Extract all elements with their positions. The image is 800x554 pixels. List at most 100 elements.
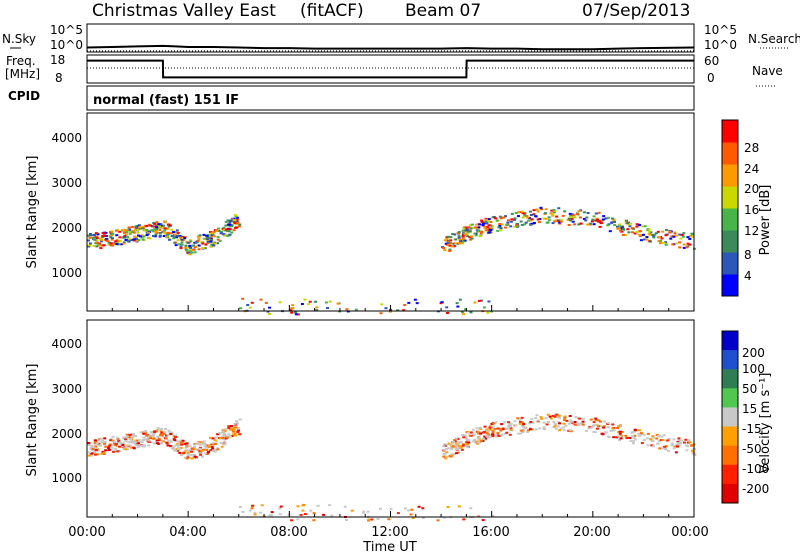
echo-mark [515,224,519,227]
echo-mark [178,235,182,238]
echo-mark [627,223,631,226]
echo-mark [207,444,211,447]
echo-mark [679,237,683,240]
echo-mark [177,443,181,446]
echo-mark [380,303,384,306]
echo-mark [488,426,492,429]
echo-mark [100,439,104,442]
echo-mark [476,230,480,233]
echo-mark [294,311,298,314]
echo-mark [635,225,639,228]
echo-mark [475,427,479,430]
echo-mark [118,240,122,243]
echo-mark [642,439,646,442]
echo-mark [209,245,213,248]
echo-mark [449,236,453,239]
echo-mark [508,423,512,426]
echo-mark [668,231,672,234]
echo-mark [456,305,460,308]
echo-mark [693,453,697,456]
echo-mark [225,435,229,438]
echo-mark [617,226,621,229]
echo-mark [133,235,137,238]
echo-mark [470,237,474,240]
echo-mark [111,244,115,247]
echo-mark [629,222,633,225]
echo-mark [660,237,664,240]
echo-mark [138,227,142,230]
echo-mark [677,437,681,440]
echo-mark [461,434,465,437]
echo-mark [142,436,146,439]
echo-mark [175,234,179,237]
echo-mark [294,313,298,316]
echo-mark [557,414,561,417]
echo-mark [110,446,114,449]
echo-mark [151,435,155,438]
echo-mark [592,424,596,427]
echo-mark [104,234,108,237]
echo-mark [497,226,501,229]
echo-mark [484,437,488,440]
echo-mark [221,430,225,433]
echo-mark [128,438,132,441]
echo-mark [528,422,532,425]
echo-mark [120,243,124,246]
echo-mark [290,519,294,522]
echo-mark [140,441,144,444]
echo-mark [387,518,391,521]
echo-mark [88,233,92,236]
echo-mark [516,215,520,218]
echo-mark [690,444,694,447]
echo-mark [296,518,300,521]
echo-mark [165,227,169,230]
cpid-label: CPID [8,89,40,103]
echo-mark [270,514,274,517]
echo-mark [103,437,107,440]
echo-mark [184,246,188,249]
echo-mark [575,213,579,216]
echo-mark [486,430,490,433]
echo-mark [241,510,245,513]
velocity-colorbar-swatch [722,483,738,504]
echo-mark [180,243,184,246]
echo-mark [674,451,678,454]
echo-mark [638,434,642,437]
echo-mark [415,302,419,305]
echo-mark [389,508,393,511]
echo-mark [494,217,498,220]
echo-mark [662,445,666,448]
echo-mark [616,425,620,428]
echo-mark [688,237,692,240]
echo-mark [463,232,467,235]
echo-mark [597,419,601,422]
velocity-cbar-label: Velocity [m s⁻¹] [758,373,773,474]
echo-mark [579,209,583,212]
echo-mark [602,425,606,428]
echo-mark [539,206,543,209]
echo-mark [188,444,192,447]
echo-mark [175,443,179,446]
echo-mark [554,423,558,426]
echo-mark [521,212,525,215]
echo-mark [584,219,588,222]
echo-mark [170,431,174,434]
echo-mark [217,227,221,230]
echo-mark [487,224,491,227]
echo-mark [133,440,137,443]
echo-mark [97,439,101,442]
velocity-ytick-3000: 3000 [51,382,82,396]
echo-mark [664,234,668,237]
echo-mark [453,440,457,443]
echo-mark [291,304,295,307]
freq-left-tick-bottom: 8 [55,71,63,85]
echo-mark [101,244,105,247]
echo-mark [664,241,668,244]
echo-mark [479,439,483,442]
echo-mark [170,440,174,443]
echo-mark [513,225,517,228]
echo-mark [488,231,492,234]
echo-mark [124,448,128,451]
echo-mark [91,449,95,452]
velocity-colorbar-swatch [722,407,738,428]
